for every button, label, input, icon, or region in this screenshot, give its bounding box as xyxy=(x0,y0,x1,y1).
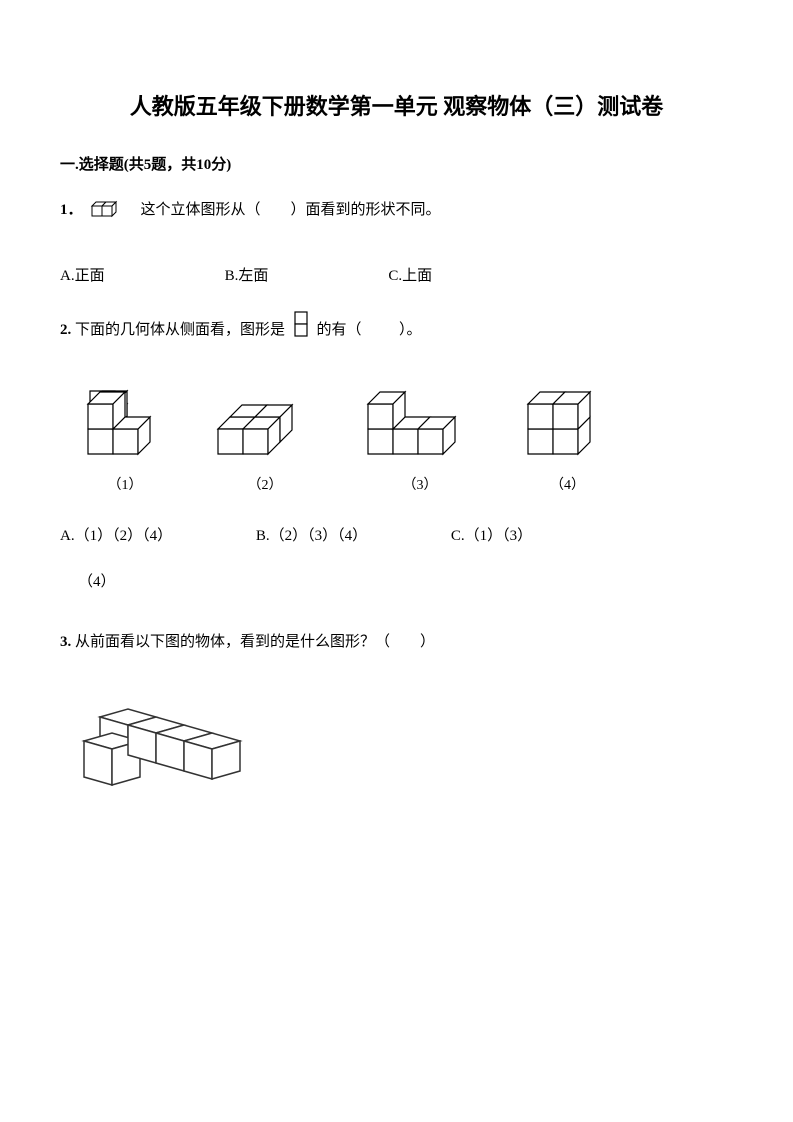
q2-text-before: 下面的几何体从侧面看，图形是 xyxy=(75,322,285,338)
q2-inline-figure xyxy=(293,310,309,351)
q3-figure xyxy=(70,699,733,804)
q2-options: A.（1）（2）（4） B.（2）（3）（4） C.（1）（3） xyxy=(60,524,733,545)
q1-options: A.正面 B.左面 C.上面 xyxy=(60,264,733,285)
q2-figure-3: （3） xyxy=(360,381,480,494)
q2-option-tail: （4） xyxy=(78,570,733,591)
q2-figure-1: （1） xyxy=(80,381,170,494)
q2-fig3-label: （3） xyxy=(360,474,480,494)
question-3: 3. 从前面看以下图的物体，看到的是什么图形？（ ） xyxy=(60,626,733,659)
q3-text: 从前面看以下图的物体，看到的是什么图形？（ ） xyxy=(75,634,435,650)
q2-figure-4: （4） xyxy=(520,376,615,494)
q2-fig2-label: （2） xyxy=(210,474,320,494)
q2-option-b: B.（2）（3）（4） xyxy=(256,524,367,545)
section-header: 一.选择题(共5题，共10分) xyxy=(60,153,733,174)
question-2: 2. 下面的几何体从侧面看，图形是 的有（ ）。 xyxy=(60,310,733,351)
q2-figure-2: （2） xyxy=(210,381,320,494)
page-title: 人教版五年级下册数学第一单元 观察物体（三）测试卷 xyxy=(60,90,733,123)
q2-text-mid: 的有（ xyxy=(317,322,362,338)
q2-number: 2. xyxy=(60,322,71,338)
q2-option-a: A.（1）（2）（4） xyxy=(60,524,172,545)
q1-text-before: 这个立体图形从（ xyxy=(141,194,261,227)
q2-fig1-label: （1） xyxy=(80,474,170,494)
q2-text-after: ）。 xyxy=(399,322,422,338)
q1-text-after: ）面看到的形状不同。 xyxy=(291,194,441,227)
q1-option-c: C.上面 xyxy=(388,264,432,285)
q2-fig4-label: （4） xyxy=(520,474,615,494)
q2-figures: （1） （2） xyxy=(60,376,733,494)
q1-option-b: B.左面 xyxy=(225,264,269,285)
q1-figure xyxy=(87,194,137,239)
q3-number: 3. xyxy=(60,634,71,650)
question-1: 1． 这个立体图形从（ ）面看到的形状不同。 xyxy=(60,194,733,239)
q2-option-c: C.（1）（3） xyxy=(451,524,532,545)
q1-number: 1． xyxy=(60,194,83,227)
q1-option-a: A.正面 xyxy=(60,264,105,285)
